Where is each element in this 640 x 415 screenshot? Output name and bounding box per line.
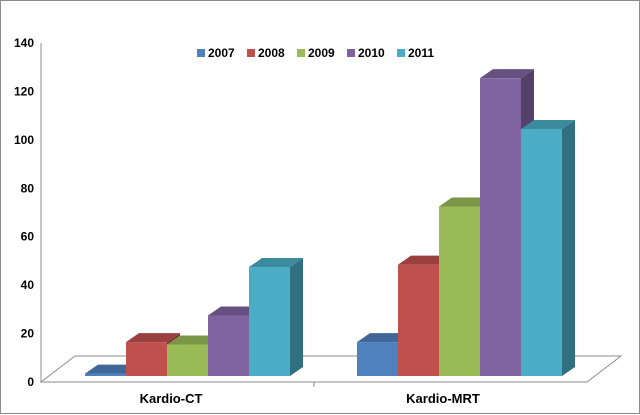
legend-swatch xyxy=(297,49,305,57)
legend-label: 2010 xyxy=(358,46,385,60)
bar-top xyxy=(521,120,575,130)
y-tick-label: 20 xyxy=(21,327,35,341)
bar-side xyxy=(290,258,303,376)
bar-top xyxy=(208,306,262,316)
legend-item-2010: 2010 xyxy=(347,46,385,60)
bar-top xyxy=(126,333,180,343)
legend-label: 2008 xyxy=(258,46,285,60)
bar-front xyxy=(480,78,521,377)
legend-swatch xyxy=(247,49,255,57)
legend-label: 2011 xyxy=(408,46,434,60)
y-tick-label: 40 xyxy=(21,278,35,292)
bar-top xyxy=(480,69,534,79)
bar-front xyxy=(126,342,167,376)
legend-swatch xyxy=(397,49,405,57)
bar-top xyxy=(357,333,411,343)
bar-top xyxy=(249,258,303,268)
bar-top xyxy=(85,364,139,374)
legend-label: 2009 xyxy=(308,46,335,60)
category-labels: Kardio-CT Kardio-MRT xyxy=(140,391,480,406)
y-tick-label: 100 xyxy=(14,133,34,147)
bar-side xyxy=(562,120,575,376)
bar-front xyxy=(357,342,398,376)
bar-front xyxy=(521,129,562,376)
legend-item-2007: 2007 xyxy=(197,46,235,60)
category-label: Kardio-CT xyxy=(140,391,203,406)
y-tick-label: 120 xyxy=(14,84,34,98)
legend: 2007 2008 2009 2010 2011 xyxy=(197,46,434,60)
bar-kardio-mrt-2011 xyxy=(521,120,575,376)
y-tick-label: 60 xyxy=(21,230,35,244)
legend-swatch xyxy=(197,49,205,57)
bars-group xyxy=(85,69,575,377)
bar-front xyxy=(167,344,208,376)
legend-swatch xyxy=(347,49,355,57)
category-label: Kardio-MRT xyxy=(406,391,480,406)
bar-top xyxy=(167,335,221,345)
legend-item-2008: 2008 xyxy=(247,46,285,60)
bar-top xyxy=(439,197,493,207)
y-tick-label: 140 xyxy=(14,36,34,50)
bar-front xyxy=(85,373,126,376)
legend-item-2011: 2011 xyxy=(397,46,434,60)
bar-front xyxy=(249,267,290,376)
bar-front xyxy=(208,315,249,376)
y-tick-label: 80 xyxy=(21,181,35,195)
bar-kardio-ct-2011 xyxy=(249,258,303,376)
legend-label: 2007 xyxy=(208,46,235,60)
y-axis-ticks: 0 20 40 60 80 100 120 140 xyxy=(14,36,34,389)
y-tick-label: 0 xyxy=(27,375,34,389)
bar-top xyxy=(398,255,452,265)
bar-front xyxy=(439,206,480,376)
legend-item-2009: 2009 xyxy=(297,46,335,60)
bar-front xyxy=(398,264,439,376)
